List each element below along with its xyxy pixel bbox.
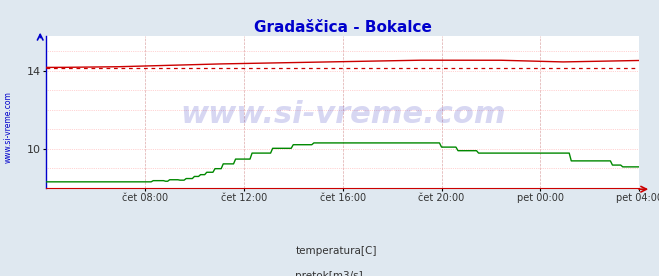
FancyBboxPatch shape (260, 268, 287, 276)
Title: Gradaščica - Bokalce: Gradaščica - Bokalce (254, 20, 432, 35)
Text: temperatura[C]: temperatura[C] (295, 246, 377, 256)
Text: www.si-vreme.com: www.si-vreme.com (180, 100, 505, 129)
FancyBboxPatch shape (260, 244, 287, 258)
Text: pretok[m3/s]: pretok[m3/s] (295, 271, 363, 276)
Text: www.si-vreme.com: www.si-vreme.com (4, 91, 13, 163)
